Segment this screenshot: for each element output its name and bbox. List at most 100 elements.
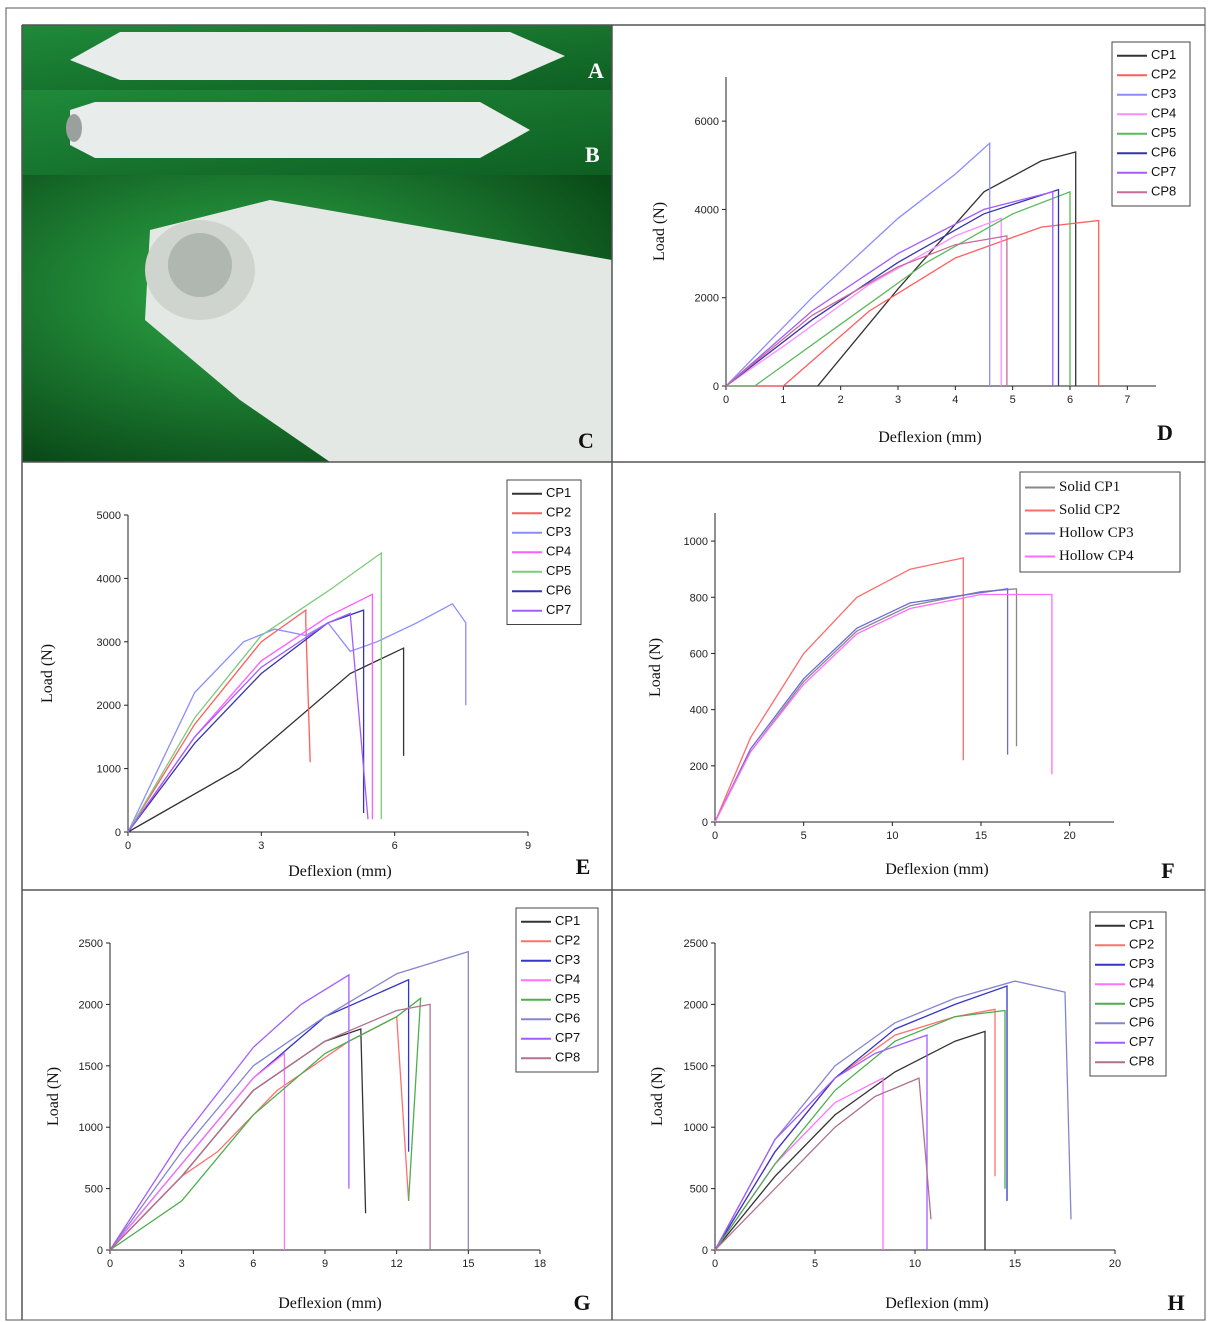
legend-label: CP3 (546, 524, 571, 539)
legend-label: Hollow CP3 (1059, 525, 1134, 541)
data-line (109, 978, 410, 1251)
x-tick-label: 12 (391, 1258, 403, 1270)
legend-label: CP2 (1151, 67, 1176, 82)
y-tick-label: 1500 (79, 1061, 103, 1073)
data-line (109, 1003, 431, 1251)
y-tick-label: 1000 (684, 536, 708, 548)
x-tick-label: 1 (780, 394, 786, 406)
data-line (714, 557, 964, 823)
panel-borders (21, 24, 1205, 1320)
photo-label: B (585, 142, 600, 167)
y-tick-label: 0 (713, 381, 719, 393)
panel-label: E (576, 854, 591, 879)
photo-label: A (588, 58, 604, 83)
panel-label: G (573, 1290, 590, 1315)
outer-frame (5, 7, 1206, 1321)
legend-label: CP2 (555, 933, 580, 948)
y-tick-label: 1000 (79, 1122, 103, 1134)
y-tick-label: 0 (702, 817, 708, 829)
y-axis-label: Load (N) (45, 1067, 62, 1126)
data-line (714, 1030, 986, 1251)
legend-label: CP8 (1151, 184, 1176, 199)
legend-label: CP5 (1151, 125, 1176, 140)
data-line (725, 235, 1008, 387)
panel-label: F (1161, 858, 1174, 883)
x-tick-label: 20 (1109, 1258, 1121, 1270)
photo-panel: A B C (22, 25, 612, 462)
x-tick-label: 5 (812, 1258, 818, 1270)
legend-label: CP6 (1129, 1015, 1154, 1030)
y-tick-label: 500 (690, 1184, 708, 1196)
y-tick-label: 0 (702, 1245, 708, 1257)
x-tick-label: 0 (125, 840, 131, 852)
x-tick-label: 0 (712, 1258, 718, 1270)
data-line (714, 985, 1008, 1251)
legend-label: CP4 (555, 972, 580, 987)
data-line (725, 190, 1054, 387)
data-line (725, 188, 1060, 387)
data-line (127, 647, 405, 833)
data-line (127, 551, 382, 833)
data-line (714, 1009, 1006, 1251)
legend-label: CP1 (555, 913, 580, 928)
legend-label: Solid CP1 (1059, 479, 1120, 495)
y-tick-label: 2000 (97, 700, 121, 712)
y-tick-label: 600 (690, 648, 708, 660)
data-line (127, 609, 365, 833)
y-tick-label: 4000 (97, 573, 121, 585)
x-tick-label: 3 (258, 840, 264, 852)
data-line (127, 602, 467, 833)
x-tick-label: 5 (1010, 394, 1016, 406)
x-tick-label: 15 (462, 1258, 474, 1270)
legend-label: Hollow CP4 (1059, 548, 1134, 564)
legend-label: CP8 (555, 1050, 580, 1065)
legend-label: CP1 (1151, 47, 1176, 62)
x-tick-label: 0 (712, 830, 718, 842)
data-line (714, 1077, 932, 1251)
x-tick-label: 6 (1067, 394, 1073, 406)
y-tick-label: 5000 (97, 510, 121, 522)
y-tick-label: 1000 (684, 1122, 708, 1134)
chart: 0 500 1000 1500 2000 2500 0 5 10 15 20 Deflexion (m… (649, 911, 1185, 1315)
x-tick-label: 20 (1064, 830, 1076, 842)
rod-b-hole (66, 114, 82, 142)
x-tick-label: 7 (1124, 394, 1130, 406)
chart: 0 200 400 600 800 1000 0 5 10 15 20 Deflexion (mm) L… (647, 471, 1181, 883)
y-tick-label: 2500 (684, 938, 708, 950)
data-line (714, 1008, 996, 1251)
legend-label: CP3 (1129, 956, 1154, 971)
x-tick-label: 10 (886, 830, 898, 842)
y-axis-label: Load (N) (651, 202, 668, 261)
data-line (127, 593, 374, 833)
legend-label: CP8 (1129, 1054, 1154, 1069)
y-tick-label: 2000 (79, 999, 103, 1011)
legend-label: CP7 (546, 602, 571, 617)
legend-label: CP6 (546, 583, 571, 598)
y-tick-label: 4000 (695, 204, 719, 216)
data-line (726, 190, 1071, 387)
y-axis-label: Load (N) (39, 644, 56, 703)
data-line (127, 612, 369, 833)
legend-box (1111, 41, 1191, 207)
x-axis-label: Deflexion (mm) (288, 863, 392, 880)
data-line (726, 151, 1077, 387)
data-line (725, 141, 991, 387)
data-line (109, 1052, 286, 1251)
x-tick-label: 15 (975, 830, 987, 842)
legend-label: CP1 (546, 485, 571, 500)
legend-label: CP4 (546, 544, 571, 559)
y-axis-label: Load (N) (649, 1067, 666, 1126)
data-line (714, 593, 1053, 823)
x-tick-label: 9 (322, 1258, 328, 1270)
x-axis-label: Deflexion (mm) (278, 1295, 382, 1312)
y-tick-label: 2500 (79, 938, 103, 950)
x-axis-label: Deflexion (mm) (885, 1295, 989, 1312)
x-tick-label: 0 (107, 1258, 113, 1270)
y-tick-label: 1000 (97, 764, 121, 776)
x-tick-label: 6 (250, 1258, 256, 1270)
x-tick-label: 10 (909, 1258, 921, 1270)
data-line (109, 950, 469, 1251)
x-tick-label: 18 (534, 1258, 546, 1270)
legend-box (1019, 471, 1181, 573)
